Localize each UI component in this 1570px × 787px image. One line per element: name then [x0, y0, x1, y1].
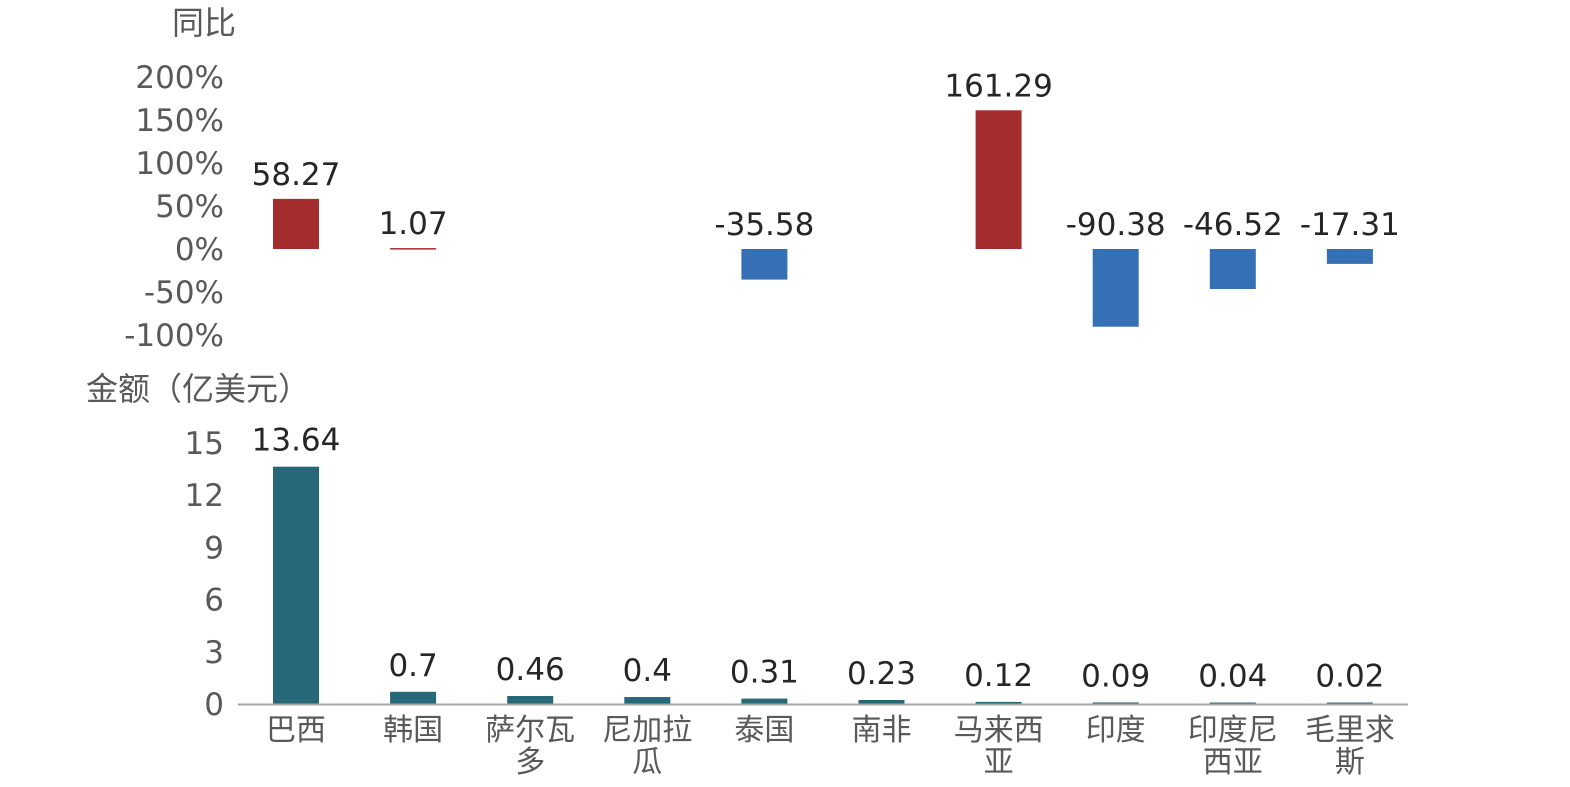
yoy-data-label: -17.31 [1300, 207, 1400, 243]
amount-data-label: 13.64 [252, 423, 341, 459]
amount-tick-label: 0 [204, 687, 224, 723]
amount-data-label: 0.4 [623, 653, 672, 689]
amount-panel: 金额（亿美元） 0 3 6 9 12 15 13.64 0.7 0.46 0.4 0.31 0.23… [86, 370, 1408, 780]
amount-tick-label: 6 [204, 583, 224, 619]
yoy-tick-label: -50% [144, 275, 224, 311]
amount-bar [858, 699, 905, 704]
category-label: 尼加拉瓜 [602, 713, 692, 780]
yoy-data-label: -46.52 [1183, 207, 1283, 243]
yoy-bar [273, 198, 319, 249]
yoy-panel: 同比 -100% -50% 0% 50% 100% 150% 200% 58.27 1.07 -… [124, 4, 1400, 354]
category-label: 巴西 [266, 713, 326, 748]
yoy-tick-label: -100% [124, 318, 224, 354]
yoy-axis-title: 同比 [172, 4, 236, 42]
category-label: 马来西亚 [954, 713, 1044, 780]
amount-data-label: 0.12 [964, 658, 1033, 694]
amount-tick-label: 15 [185, 426, 224, 462]
amount-data-label: 0.02 [1315, 659, 1384, 695]
category-label: 泰国 [734, 713, 794, 748]
yoy-bar [390, 248, 437, 250]
amount-bar [741, 698, 788, 704]
yoy-data-label: -90.38 [1066, 207, 1166, 243]
amount-bar [624, 697, 671, 704]
amount-bar [390, 691, 437, 704]
yoy-bar [741, 249, 788, 280]
amount-tick-label: 9 [204, 530, 224, 566]
yoy-tick-label: 50% [155, 189, 224, 225]
yoy-bar [1209, 249, 1256, 290]
category-label: 印度 [1086, 713, 1146, 748]
yoy-data-label: 58.27 [252, 157, 341, 193]
yoy-bar [975, 110, 1022, 249]
amount-data-label: 0.7 [388, 648, 437, 684]
amount-bar [507, 695, 554, 704]
yoy-bar [1326, 249, 1373, 264]
category-label: 毛里求斯 [1305, 713, 1395, 780]
amount-axis-title: 金额（亿美元） [86, 370, 310, 408]
amount-bar [1209, 702, 1256, 704]
amount-bar [975, 701, 1022, 704]
amount-data-labels: 13.64 0.7 0.46 0.4 0.31 0.23 0.12 0.09 0.04 0.02 [252, 423, 1385, 695]
amount-data-label: 0.31 [730, 655, 799, 691]
yoy-tick-label: 200% [135, 60, 224, 96]
amount-data-label: 0.04 [1198, 659, 1267, 695]
amount-tick-label: 12 [185, 478, 224, 514]
yoy-data-label: 1.07 [379, 206, 448, 242]
yoy-data-label: -35.58 [714, 207, 814, 243]
yoy-data-label: 161.29 [944, 68, 1052, 104]
yoy-data-labels: 58.27 1.07 -35.58 161.29 -90.38 -46.52 -17.31 [252, 68, 1400, 243]
amount-tick-label: 3 [204, 635, 224, 671]
amount-data-label: 0.46 [496, 652, 565, 688]
yoy-tick-label: 0% [175, 232, 224, 268]
amount-bar [273, 466, 319, 704]
amount-bar [1326, 702, 1373, 704]
amount-data-label: 0.23 [847, 656, 916, 692]
category-label: 萨尔瓦多 [485, 713, 575, 780]
amount-y-axis: 0 3 6 9 12 15 [185, 426, 224, 723]
yoy-tick-label: 150% [135, 103, 224, 139]
amount-bar [1092, 702, 1139, 704]
yoy-bar [1092, 249, 1139, 327]
amount-bars [273, 466, 1373, 704]
category-label: 南非 [852, 713, 912, 748]
yoy-tick-label: 100% [135, 146, 224, 182]
yoy-y-axis: -100% -50% 0% 50% 100% 150% 200% [124, 60, 224, 354]
yoy-bars [273, 110, 1373, 327]
category-label: 印度尼西亚 [1188, 713, 1278, 780]
category-label: 韩国 [383, 713, 443, 748]
amount-data-label: 0.09 [1081, 658, 1150, 694]
